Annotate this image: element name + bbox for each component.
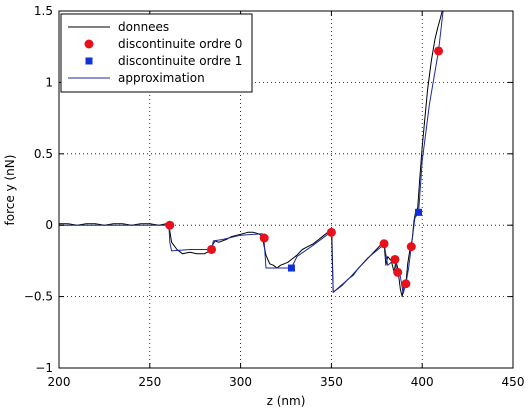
discontinuite-ordre-0-point — [401, 279, 411, 289]
y-tick-label: −0.5 — [24, 290, 53, 304]
x-tick-label: 200 — [48, 375, 71, 389]
legend-label-discontinuite-ordre-0: discontinuite ordre 0 — [118, 37, 242, 51]
x-tick-label: 450 — [502, 375, 525, 389]
legend-label-discontinuite-ordre-1: discontinuite ordre 1 — [118, 54, 242, 68]
x-tick-label: 350 — [320, 375, 343, 389]
x-tick-label: 250 — [138, 375, 161, 389]
legend-swatch-discontinuite-ordre-0 — [84, 39, 94, 49]
y-tick-label: −1 — [35, 361, 53, 375]
discontinuite-ordre-0-point — [379, 239, 389, 249]
x-axis-title: z (nm) — [267, 394, 306, 408]
approximation-series-line — [59, 11, 444, 295]
discontinuite-ordre-0-point — [326, 227, 336, 237]
discontinuite-ordre-0-point — [207, 244, 217, 254]
legend-label-donnees: donnees — [118, 20, 169, 34]
discontinuite-ordre-0-point — [259, 233, 269, 243]
y-tick-label: 0.5 — [34, 147, 53, 161]
plot-frame — [58, 10, 514, 369]
x-tick-label: 400 — [411, 375, 434, 389]
discontinuite-ordre-0-point — [165, 220, 175, 230]
legend: donnees discontinuite ordre 0 discontinuit… — [60, 13, 253, 93]
y-tick-label: 0 — [45, 218, 53, 232]
y-tick-label: 1 — [45, 75, 53, 89]
discontinuite-ordre-0-point — [390, 254, 400, 264]
tick-labels: 200 250 300 350 400 450 −1 −0.5 0 0.5 1 1.5 — [24, 4, 525, 389]
donnees-series-line — [59, 11, 443, 298]
x-tick-label: 300 — [229, 375, 252, 389]
legend-label-approximation: approximation — [118, 71, 205, 85]
ticks — [58, 10, 514, 369]
y-axis-title: force y (nN) — [3, 155, 17, 226]
discontinuite-ordre-0-point — [406, 242, 416, 252]
discontinuite-ordre-1-point — [415, 208, 423, 216]
discontinuite-ordre-0-point — [434, 46, 444, 56]
discontinuite-ordre-0-point — [393, 267, 403, 277]
legend-swatch-discontinuite-ordre-1 — [85, 57, 93, 65]
discontinuite-ordre-1-point — [287, 264, 295, 272]
y-tick-label: 1.5 — [34, 4, 53, 18]
series-layer — [59, 11, 444, 298]
